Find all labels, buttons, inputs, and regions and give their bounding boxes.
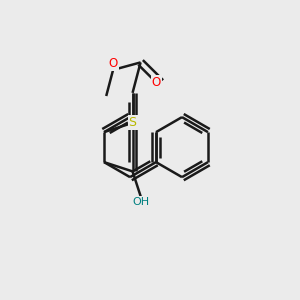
Text: O: O bbox=[152, 76, 161, 89]
Text: OH: OH bbox=[132, 197, 149, 207]
Text: O: O bbox=[109, 57, 118, 70]
Text: S: S bbox=[129, 116, 136, 129]
